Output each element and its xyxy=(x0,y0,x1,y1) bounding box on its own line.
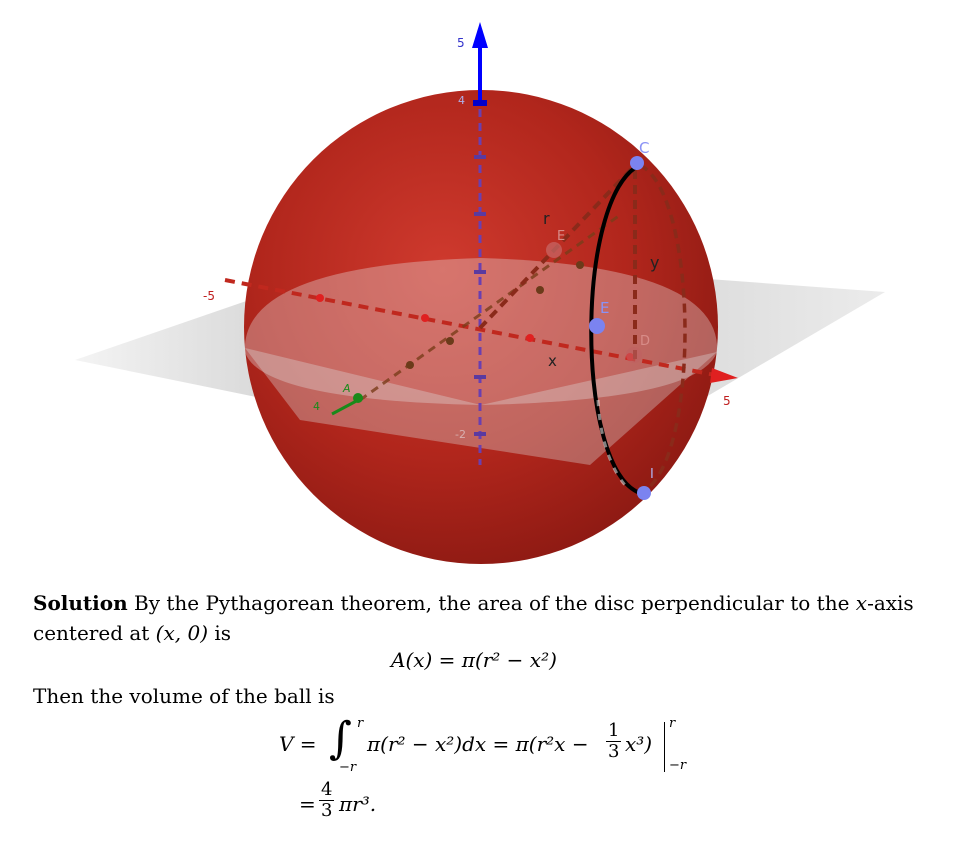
y-tick-4 xyxy=(353,393,363,403)
point-d-ghost xyxy=(626,347,642,363)
label-e: E xyxy=(600,299,609,317)
solution-point: (x, 0) xyxy=(155,621,208,645)
eq-result-tail: πr³. xyxy=(339,792,377,816)
eq-result-equals: = xyxy=(299,792,316,816)
solution-text-1a: By the Pythagorean theorem, the area of … xyxy=(134,591,850,615)
z-tick-5-label: 5 xyxy=(457,36,465,50)
eq-volume-frac: 1 3 xyxy=(606,720,622,762)
label-r: r xyxy=(543,209,550,228)
integral-sign: ∫ xyxy=(329,713,352,764)
solution-paragraph-line1: Solution By the Pythagorean theorem, the… xyxy=(33,591,914,615)
disc-circle-back xyxy=(639,163,687,495)
z-tick-neg2-label: -2 xyxy=(455,428,466,441)
sphere-figure: 5 4 -2 -5 5 4 A r y x C E E D I xyxy=(75,22,885,564)
y-tick-dots xyxy=(406,261,584,369)
x-tick-5-label: 5 xyxy=(723,394,731,408)
eq-volume-lhs: V = xyxy=(279,732,317,756)
solution-paragraph-line2: centered at (x, 0) is xyxy=(33,621,231,645)
solution-text-2a: centered at xyxy=(33,621,150,645)
label-i: I xyxy=(650,467,654,482)
label-x: x xyxy=(548,352,557,370)
y-tick-4-label: 4 xyxy=(313,400,320,413)
label-d-ghost: D xyxy=(640,334,650,349)
solution-label: Solution xyxy=(33,591,128,615)
x-tick-neg5-label: -5 xyxy=(203,289,215,303)
eval-lower-limit: −r xyxy=(669,758,687,773)
eq-volume-frac-den: 3 xyxy=(608,741,620,762)
y-axis-line xyxy=(359,213,621,402)
point-i xyxy=(637,486,651,500)
x-axis-arrowhead xyxy=(710,368,738,383)
label-a-ghost: A xyxy=(342,382,351,395)
integral-upper-limit: r xyxy=(357,716,364,731)
solution-paragraph-line3: Then the volume of the ball is xyxy=(33,684,335,708)
solution-text-2b: is xyxy=(214,621,232,645)
eq-result-frac-den: 3 xyxy=(321,800,333,821)
label-e-ghost: E xyxy=(557,229,565,244)
solution-text-1b: -axis xyxy=(867,591,914,615)
eval-bar xyxy=(664,722,665,772)
point-c xyxy=(630,156,644,170)
z-tick-4-label: 4 xyxy=(458,94,465,107)
eq-result-frac-num: 4 xyxy=(319,779,335,801)
eq-volume-frac-num: 1 xyxy=(606,720,622,742)
eq-volume-mid: π(r² − x²)dx = π(r²x − xyxy=(367,732,589,756)
z-axis-arrowhead xyxy=(472,22,488,48)
point-e xyxy=(589,318,605,334)
solution-var-x: x xyxy=(855,591,868,615)
integral-lower-limit: −r xyxy=(339,760,357,775)
z-tick-marks xyxy=(474,155,486,436)
eval-upper-limit: r xyxy=(669,716,676,731)
label-c: C xyxy=(639,139,649,157)
z-tick-4 xyxy=(473,100,487,106)
equation-area: A(x) = π(r² − x²) xyxy=(391,648,557,672)
eq-result-frac: 4 3 xyxy=(319,779,335,821)
label-y: y xyxy=(650,253,659,272)
eq-volume-tail: x³) xyxy=(625,732,653,756)
disc-circle-front-dash xyxy=(596,399,627,486)
point-e-ghost xyxy=(546,242,562,258)
